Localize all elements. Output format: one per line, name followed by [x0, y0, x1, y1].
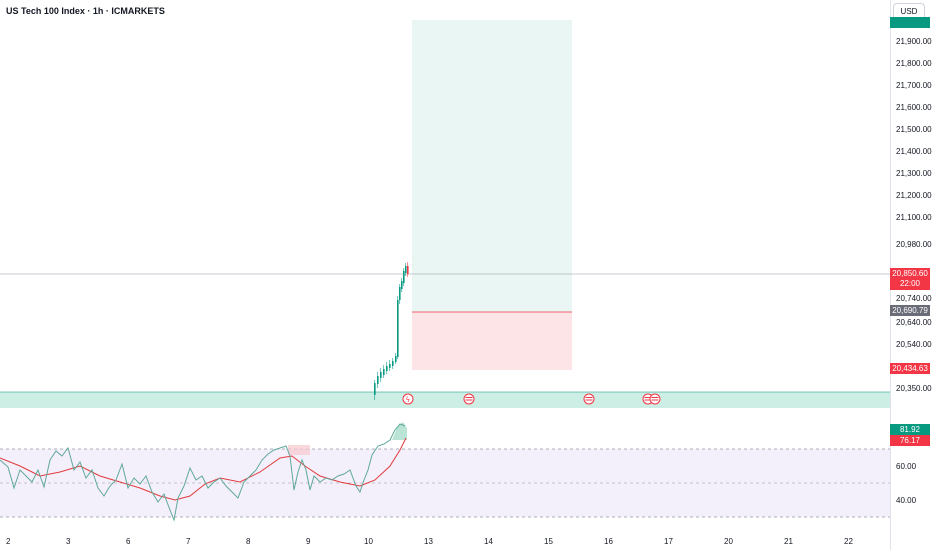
time-label: 20 — [724, 537, 733, 546]
us-flag-icon[interactable] — [649, 393, 661, 405]
time-label: 14 — [484, 537, 493, 546]
time-label: 22 — [844, 537, 853, 546]
price-label: 21,300.00 — [896, 169, 932, 178]
price-label: 20,980.00 — [896, 240, 932, 249]
target-zone[interactable] — [412, 20, 572, 312]
flame-event-glyph: ϟ — [406, 396, 411, 404]
candle-body — [377, 376, 379, 384]
candle-body — [380, 372, 382, 378]
us-flag-icon[interactable] — [583, 393, 595, 405]
price-label: 20,540.00 — [896, 340, 932, 349]
price-candles — [374, 262, 409, 400]
candle-body — [386, 366, 388, 371]
bar-countdown: 22:00 — [899, 279, 921, 288]
rsi-axis-label: 40.00 — [896, 496, 917, 505]
rsi-overbought-fill — [392, 422, 407, 440]
us-flag-icon[interactable] — [463, 393, 475, 405]
price-label: 21,700.00 — [896, 81, 932, 90]
rsi-line — [0, 423, 406, 522]
price-label: 21,400.00 — [896, 147, 932, 156]
time-label: 8 — [246, 537, 251, 546]
candle-body — [389, 364, 391, 368]
price-label: 21,200.00 — [896, 191, 932, 200]
candle-body — [397, 300, 399, 357]
price-label: 20,740.00 — [896, 294, 932, 303]
price-label: 21,500.00 — [896, 125, 932, 134]
price-label: 21,800.00 — [896, 59, 932, 68]
chart-area[interactable]: ϟ US Tech 100 In — [0, 0, 890, 550]
support-band — [0, 392, 890, 408]
candle-body — [399, 287, 401, 300]
time-label: 15 — [544, 537, 553, 546]
time-label: 2 — [6, 537, 11, 546]
target-price-badge — [890, 17, 930, 28]
price-label: 20,350.00 — [896, 384, 932, 393]
current-price-value: 20,850.60 — [892, 269, 928, 278]
candle-body — [383, 369, 385, 375]
time-label: 7 — [186, 537, 191, 546]
rsi-ma-badge: 76.17 — [890, 435, 930, 446]
time-label: 3 — [66, 537, 71, 546]
time-label: 6 — [126, 537, 131, 546]
time-label: 21 — [784, 537, 793, 546]
rsi-axis-label: 60.00 — [896, 462, 917, 471]
candle-body — [403, 271, 405, 283]
candle-body — [374, 383, 376, 395]
rsi-value-badge: 81.92 — [890, 424, 930, 435]
candle-body — [401, 281, 403, 289]
price-label: 21,900.00 — [896, 37, 932, 46]
low-price-badge: 20,434.63 — [890, 363, 930, 374]
symbol-title[interactable]: US Tech 100 Index · 1h · ICMARKETS — [6, 6, 165, 16]
time-label: 10 — [364, 537, 373, 546]
time-label: 16 — [604, 537, 613, 546]
price-label: 20,640.00 — [896, 318, 932, 327]
flame-event-icon[interactable] — [402, 393, 414, 405]
price-label: 21,100.00 — [896, 213, 932, 222]
candle-body — [407, 266, 409, 274]
candle-body — [392, 361, 394, 366]
stop-price-badge: 20,690.79 — [890, 305, 930, 316]
candle-body — [395, 356, 397, 362]
rsi-overbought-highlight — [288, 445, 310, 455]
current-price-badge: 20,850.60 22:00 — [890, 268, 930, 290]
stop-zone[interactable] — [412, 312, 572, 370]
time-label: 17 — [664, 537, 673, 546]
time-label: 9 — [306, 537, 311, 546]
time-label: 13 — [424, 537, 433, 546]
chart-canvas[interactable]: ϟ — [0, 0, 890, 550]
candle-body — [405, 266, 407, 273]
event-icons: ϟ — [402, 393, 661, 405]
price-label: 21,600.00 — [896, 103, 932, 112]
